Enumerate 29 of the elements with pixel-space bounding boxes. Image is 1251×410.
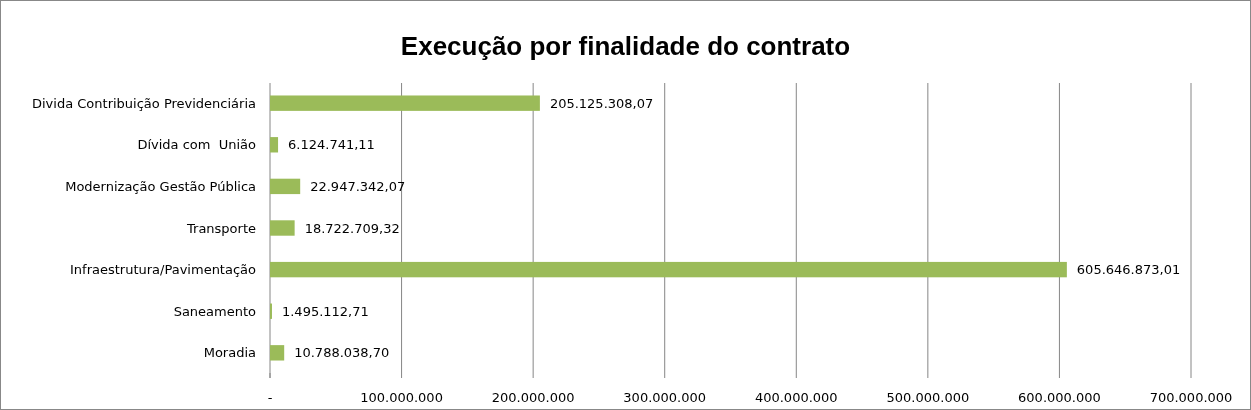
- x-tick-label: 600.000.000: [1018, 390, 1101, 405]
- data-label: 605.646.873,01: [1076, 262, 1181, 278]
- y-tick-label: Infraestrutura/Pavimentação: [70, 262, 257, 278]
- y-tick-label: Divida Contribuição Previdenciária: [31, 95, 256, 111]
- bar: [270, 261, 1067, 278]
- bar: [270, 345, 285, 361]
- data-label: 18.722.709,32: [304, 220, 400, 236]
- x-tick-label: 700.000.000: [1149, 390, 1233, 405]
- x-tick-label: 100.000.000: [360, 390, 443, 405]
- y-tick-label: Moradia: [203, 345, 256, 361]
- x-tick-label: 400.000.000: [754, 390, 838, 405]
- y-tick-label: Dívida com União: [137, 137, 257, 153]
- x-tick-label: 300.000.000: [623, 390, 707, 405]
- y-tick-label: Modernização Gestão Pública: [65, 178, 256, 194]
- chart-title: Execução por finalidade do contrato: [400, 31, 851, 61]
- data-label: 6.124.741,11: [288, 137, 375, 153]
- y-tick-label: Transporte: [186, 220, 256, 236]
- x-tick-label: 200.000.000: [491, 390, 575, 405]
- bar: [270, 95, 540, 111]
- data-label: 205.125.308,07: [549, 95, 654, 111]
- data-label: 22.947.342,07: [310, 178, 406, 194]
- bar: [270, 220, 295, 236]
- y-tick-label: Saneamento: [173, 303, 257, 319]
- bar: [270, 137, 279, 153]
- x-tick-label: 500.000.000: [886, 390, 970, 405]
- bar: [270, 178, 301, 195]
- x-tick-label: -: [267, 390, 273, 405]
- data-label: 1.495.112,71: [281, 303, 369, 319]
- data-label: 10.788.038,70: [294, 345, 390, 361]
